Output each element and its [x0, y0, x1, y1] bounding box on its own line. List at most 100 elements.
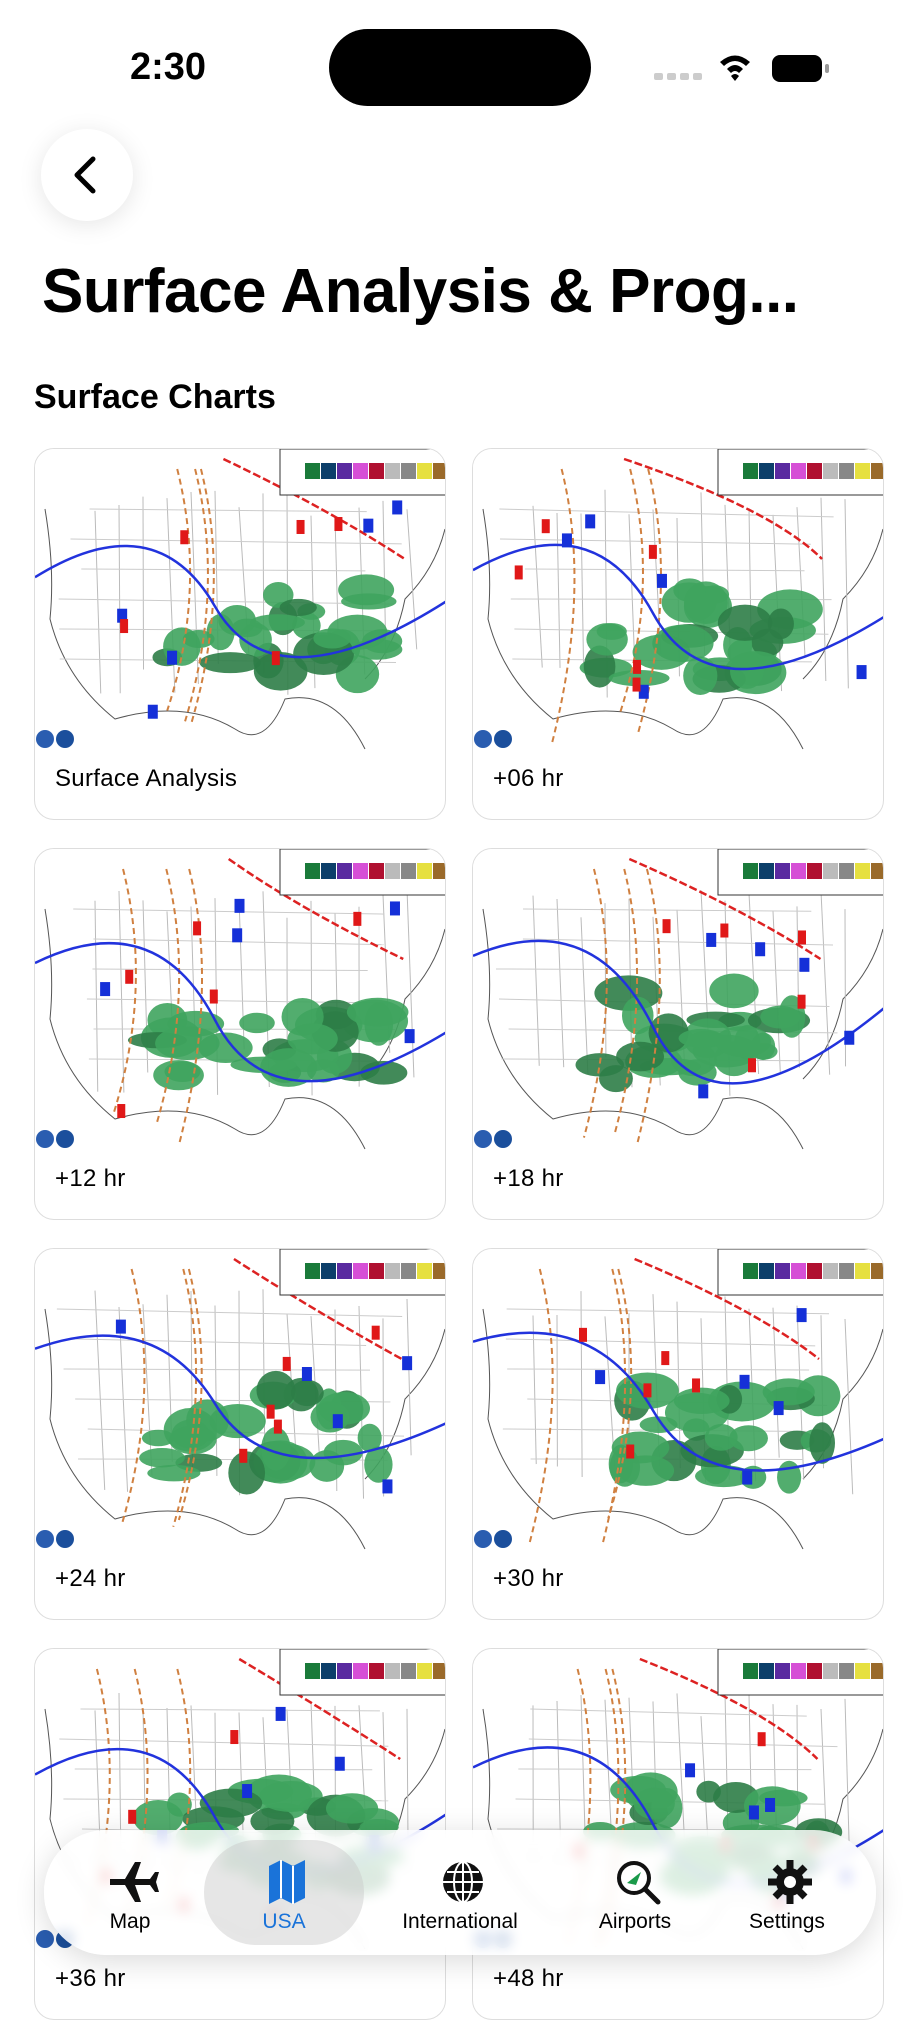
tab-label: Map: [50, 1910, 210, 1934]
logo: [474, 730, 492, 748]
legend-swatch: [775, 1663, 790, 1679]
high-marker: [405, 1029, 415, 1043]
tab-label: International: [380, 1910, 540, 1934]
chart-card[interactable]: +18 hr: [472, 848, 884, 1220]
chart-label: +24 hr: [55, 1565, 126, 1593]
back-button[interactable]: [41, 129, 133, 221]
low-marker: [542, 519, 550, 533]
high-marker: [685, 1763, 695, 1777]
legend-swatch: [759, 863, 774, 879]
chart-card[interactable]: +30 hr: [472, 1248, 884, 1620]
high-marker: [390, 901, 400, 915]
high-marker: [363, 519, 373, 533]
tab-label: Settings: [707, 1910, 867, 1934]
logo: [36, 1530, 54, 1548]
low-marker: [633, 660, 641, 674]
legend-swatch: [337, 463, 352, 479]
legend-swatch: [791, 863, 806, 879]
legend-swatch: [401, 463, 416, 479]
high-marker: [585, 514, 595, 528]
tab-item[interactable]: Map: [50, 1830, 210, 1955]
legend-swatch: [385, 463, 400, 479]
legend-swatch: [369, 1663, 384, 1679]
legend-box: [718, 449, 884, 495]
low-marker: [297, 520, 305, 534]
legend-swatch: [807, 463, 822, 479]
legend-swatch: [433, 1263, 446, 1279]
map-bg: [473, 849, 884, 1161]
low-marker: [125, 970, 133, 984]
legend-swatch: [433, 863, 446, 879]
high-marker: [844, 1031, 854, 1045]
tab-item[interactable]: International: [380, 1830, 540, 1955]
legend-swatch: [337, 863, 352, 879]
legend-swatch: [433, 463, 446, 479]
high-marker: [242, 1784, 252, 1798]
chart-card[interactable]: +06 hr: [472, 448, 884, 820]
low-marker: [180, 530, 188, 544]
high-marker: [392, 500, 402, 514]
low-marker: [120, 619, 128, 633]
chart-card[interactable]: +24 hr: [34, 1248, 446, 1620]
precip: [280, 599, 317, 616]
tab-icon: [610, 1852, 666, 1908]
legend-swatch: [823, 863, 838, 879]
legend-swatch: [305, 1663, 320, 1679]
legend-swatch: [417, 463, 432, 479]
legend-swatch: [871, 1663, 884, 1679]
logo: [36, 730, 54, 748]
chart-thumbnail: [35, 449, 446, 761]
legend-box: [280, 1249, 446, 1295]
precip: [679, 1029, 724, 1047]
precip: [153, 1060, 204, 1090]
low-marker: [128, 1810, 136, 1824]
tab-item[interactable]: USA: [204, 1830, 364, 1955]
chart-card[interactable]: +12 hr: [34, 848, 446, 1220]
legend-swatch: [759, 463, 774, 479]
high-marker: [797, 1308, 807, 1322]
chart-card[interactable]: Surface Analysis: [34, 448, 446, 820]
legend-swatch: [775, 463, 790, 479]
high-marker: [302, 1367, 312, 1381]
legend-swatch: [321, 1263, 336, 1279]
legend-swatch: [433, 1663, 446, 1679]
chart-thumbnail: [473, 1249, 884, 1561]
legend-swatch: [743, 463, 758, 479]
page-title: Surface Analysis & Prog...: [42, 256, 799, 327]
legend-swatch: [855, 463, 870, 479]
low-marker: [579, 1328, 587, 1342]
precip: [199, 652, 260, 673]
legend-swatch: [321, 1663, 336, 1679]
legend-swatch: [807, 1663, 822, 1679]
low-marker: [649, 545, 657, 559]
precip: [649, 1013, 689, 1052]
dynamic-island: [329, 29, 591, 106]
legend-swatch: [401, 1663, 416, 1679]
legend-box: [718, 1649, 884, 1695]
legend-swatch: [743, 1663, 758, 1679]
chart-label: Surface Analysis: [55, 765, 237, 793]
precip: [718, 605, 772, 641]
legend-swatch: [305, 1263, 320, 1279]
low-marker: [720, 924, 728, 938]
chart-label: +18 hr: [493, 1165, 564, 1193]
tab-item[interactable]: Airports: [555, 1830, 715, 1955]
tab-item[interactable]: Settings: [707, 1830, 867, 1955]
legend-swatch: [305, 863, 320, 879]
legend-swatch: [305, 463, 320, 479]
high-marker: [335, 1757, 345, 1771]
precip: [338, 574, 394, 605]
high-marker: [774, 1401, 784, 1415]
low-marker: [748, 1058, 756, 1072]
high-marker: [148, 705, 158, 719]
precip: [586, 623, 627, 655]
precip: [696, 1781, 721, 1803]
legend-swatch: [839, 1663, 854, 1679]
precip: [291, 1380, 324, 1406]
legend-swatch: [759, 1263, 774, 1279]
low-marker: [193, 921, 201, 935]
legend-swatch: [743, 1263, 758, 1279]
low-marker: [210, 990, 218, 1004]
tab-label: Airports: [555, 1910, 715, 1934]
